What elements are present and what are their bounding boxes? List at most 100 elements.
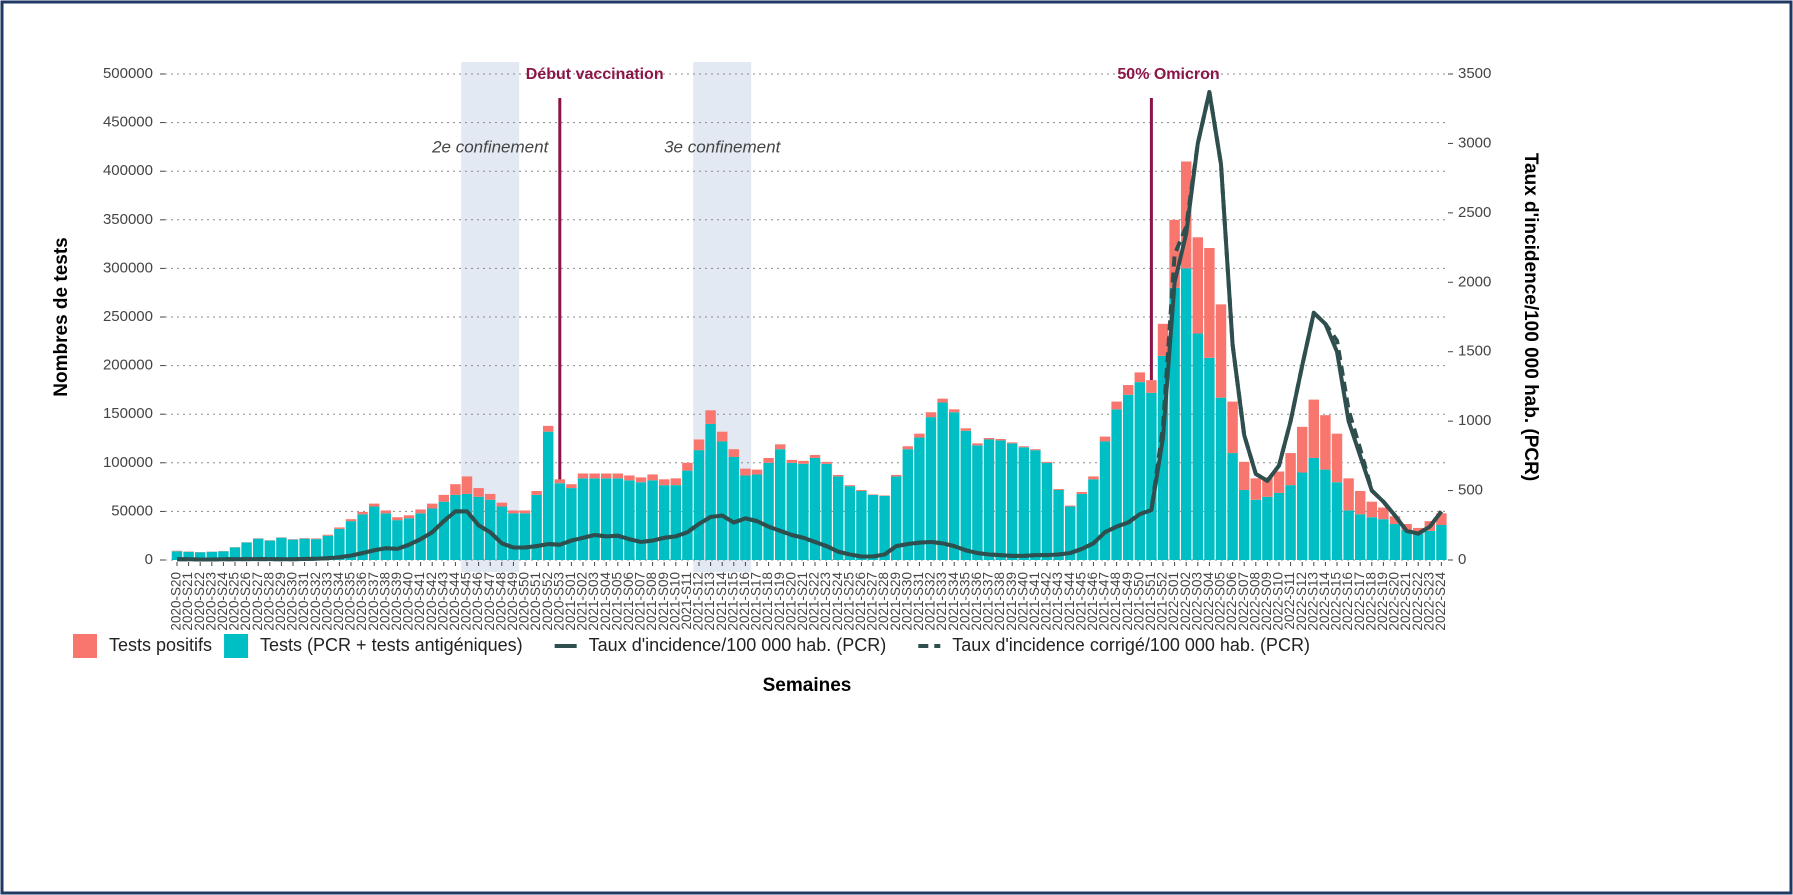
bar <box>844 485 856 487</box>
bar <box>1250 499 1262 560</box>
x-tick-label: 2021-S34 <box>946 572 961 631</box>
bar <box>1111 409 1122 560</box>
y-axis-label: Nombres de tests <box>51 237 72 396</box>
bar <box>1122 385 1134 395</box>
x-tick-label: 2021-S11 <box>679 572 694 630</box>
x-tick-label: 2022-S06 <box>1224 572 1239 631</box>
x-tick-label: 2021-S41 <box>1027 572 1042 631</box>
x-tick-label: 2022-S01 <box>1166 572 1181 631</box>
x-tick-label: 2020-S51 <box>528 572 543 631</box>
bar <box>1308 457 1320 560</box>
bar <box>1192 333 1204 560</box>
x-tick-label: 2022-S08 <box>1247 572 1262 631</box>
bar <box>473 488 484 497</box>
legend-label: Taux d'incidence corrigé/100 000 hab. (P… <box>952 635 1310 655</box>
bar <box>345 521 357 560</box>
x-tick-label: 2022-S16 <box>1340 572 1355 631</box>
bar <box>1320 415 1331 470</box>
bar <box>542 431 554 560</box>
bar <box>832 476 844 560</box>
period-label: 2e confinement <box>431 137 550 156</box>
bar <box>566 488 577 560</box>
bar <box>1169 287 1180 560</box>
bar <box>1343 510 1354 560</box>
x-tick-label: 2021-S04 <box>598 572 613 631</box>
x-tick-label: 2021-S50 <box>1131 572 1146 631</box>
bar <box>287 539 299 560</box>
x-tick-label: 2021-S45 <box>1073 572 1088 631</box>
y-tick-label: 100000 <box>103 454 153 471</box>
bar <box>763 457 774 463</box>
y2-tick-label: 0 <box>1458 551 1466 568</box>
x-tick-label: 2022-S23 <box>1421 572 1436 631</box>
x-tick-label: 2021-S36 <box>969 572 984 631</box>
bar <box>1285 485 1296 560</box>
x-tick-label: 2021-S43 <box>1050 572 1065 631</box>
bar <box>566 484 577 489</box>
x-tick-label: 2022-S05 <box>1213 572 1228 631</box>
x-tick-label: 2020-S53 <box>551 572 566 631</box>
x-tick-label: 2021-S38 <box>992 572 1007 631</box>
bar <box>658 485 670 560</box>
x-tick-label: 2021-S31 <box>911 572 926 631</box>
bar <box>937 398 948 403</box>
y2-axis-label: Taux d'incidence/100 000 hab. (PCR) <box>1520 153 1541 481</box>
x-tick-label: 2020-S34 <box>331 572 346 631</box>
bar <box>914 437 925 560</box>
x-tick-label: 2022-S12 <box>1294 572 1309 631</box>
x-tick-label: 2020-S21 <box>180 572 195 631</box>
bar <box>357 511 368 515</box>
bar <box>728 456 740 560</box>
bar <box>1157 323 1169 356</box>
bar <box>751 469 763 475</box>
bar <box>786 462 798 560</box>
y2-tick-label: 1000 <box>1458 412 1491 429</box>
bar <box>322 535 334 560</box>
bar <box>1134 382 1146 560</box>
x-tick-label: 2021-S08 <box>644 572 659 631</box>
bar <box>1122 394 1134 560</box>
x-tick-label: 2021-S27 <box>865 572 880 631</box>
bar <box>774 449 786 560</box>
bar <box>1006 442 1018 444</box>
bar <box>832 474 844 477</box>
bar <box>554 479 566 484</box>
bar <box>1227 453 1238 560</box>
bar <box>1088 476 1099 480</box>
bar <box>1401 524 1412 530</box>
x-tick-label: 2021-S13 <box>702 572 717 631</box>
bar <box>1111 401 1122 410</box>
x-tick-label: 2021-S15 <box>725 572 740 631</box>
bar <box>809 457 821 560</box>
x-tick-label: 2020-S49 <box>505 572 520 631</box>
x-tick-label: 2020-S22 <box>192 572 207 631</box>
bar <box>682 462 693 471</box>
y-tick-label: 300000 <box>103 259 153 276</box>
bar <box>925 412 937 418</box>
bar <box>1099 441 1111 560</box>
bar <box>392 517 403 521</box>
x-tick-label: 2021-S05 <box>609 572 624 631</box>
bar <box>519 510 531 514</box>
x-tick-label: 2022-S02 <box>1178 572 1193 631</box>
bar <box>380 513 392 560</box>
bar <box>960 428 972 431</box>
x-tick-label: 2021-S24 <box>830 572 845 631</box>
bar <box>403 515 415 519</box>
bar <box>821 463 832 560</box>
x-tick-label: 2020-S29 <box>273 572 288 631</box>
x-tick-label: 2021-S23 <box>818 572 833 631</box>
bar <box>334 527 345 529</box>
bar <box>1146 380 1157 393</box>
bar <box>693 439 705 451</box>
x-tick-label: 2022-S09 <box>1259 572 1274 631</box>
bar <box>1354 514 1366 560</box>
y2-tick-label: 3000 <box>1458 134 1491 151</box>
x-tick-label: 2020-S47 <box>482 572 497 631</box>
x-tick-label: 2020-S50 <box>517 572 532 631</box>
x-tick-label: 2022-S10 <box>1271 572 1286 631</box>
x-tick-label: 2022-S03 <box>1189 572 1204 631</box>
bar <box>1030 450 1041 560</box>
bar <box>1366 501 1378 518</box>
x-tick-label: 2022-S11 <box>1282 572 1297 630</box>
